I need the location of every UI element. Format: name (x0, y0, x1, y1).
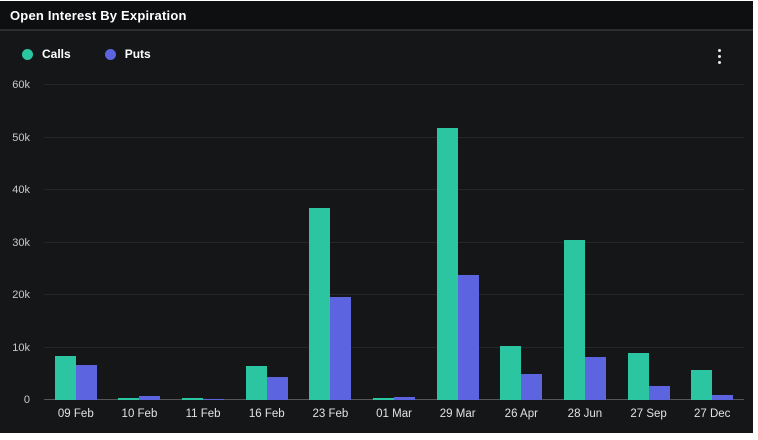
calls-bar[interactable] (373, 397, 395, 400)
x-tick-label: 27 Sep (630, 408, 667, 420)
gridline (44, 294, 744, 295)
x-tick-label: 23 Feb (312, 408, 349, 420)
x-tick-label: 09 Feb (57, 408, 94, 420)
plot-area (44, 84, 744, 400)
puts-bar[interactable] (584, 356, 606, 400)
x-tick-label: 11 Feb (185, 408, 221, 420)
bar-group (44, 85, 108, 400)
x-tick-label: 10 Feb (121, 408, 158, 420)
puts-bar[interactable] (712, 395, 734, 400)
calls-bar[interactable] (245, 365, 267, 400)
calls-bar[interactable] (500, 345, 522, 400)
gridline (44, 84, 744, 85)
calls-bar[interactable] (118, 397, 140, 400)
x-axis: 09 Feb 10 Feb 11 Feb 16 Feb 23 Feb 01 Mar 29 M… (44, 408, 744, 420)
puts-series-dot-icon (104, 48, 116, 60)
bar-group (680, 85, 744, 400)
calls-bar[interactable] (691, 369, 713, 400)
puts-bar[interactable] (648, 385, 670, 400)
bar-group (362, 85, 426, 400)
legend-label-calls: Calls (42, 47, 71, 61)
y-tick-label: 10k (12, 341, 30, 354)
gridline (44, 241, 744, 243)
y-tick-label: 30k (12, 236, 30, 249)
widget-titlebar: Open Interest By Expiration (0, 1, 753, 31)
page-title: Open Interest By Expiration (10, 7, 187, 23)
x-tick-label: 27 Dec (694, 408, 731, 420)
open-interest-widget: Open Interest By Expiration Calls Puts 0… (0, 1, 753, 433)
chart-legend: Calls Puts (22, 47, 151, 61)
bar-group (171, 85, 235, 400)
puts-bar[interactable] (330, 296, 352, 400)
y-tick-label: 20k (12, 289, 30, 301)
calls-bar[interactable] (54, 356, 76, 400)
legend-label-puts: Puts (124, 47, 151, 61)
bar-group (617, 85, 681, 400)
bar-group (426, 85, 490, 400)
puts-bar[interactable] (394, 397, 416, 400)
x-tick-label: 16 Feb (248, 408, 285, 420)
calls-bar[interactable] (182, 398, 204, 400)
puts-bar[interactable] (457, 275, 479, 400)
bar-group (299, 85, 363, 400)
y-tick-label: 0 (23, 394, 30, 406)
y-tick-label: 60k (12, 79, 30, 91)
gridline (44, 346, 744, 348)
gridline (44, 136, 744, 138)
y-tick-label: 40k (12, 184, 30, 196)
calls-series-dot-icon (22, 48, 33, 60)
calls-bar[interactable] (627, 352, 649, 400)
puts-bar[interactable] (266, 377, 288, 400)
legend-item-puts[interactable]: Puts (104, 47, 151, 61)
bar-groups (44, 85, 744, 400)
calls-bar[interactable] (436, 128, 458, 400)
kebab-menu-icon[interactable] (708, 43, 730, 69)
puts-bar[interactable] (521, 373, 543, 400)
puts-bar[interactable] (203, 399, 225, 400)
puts-bar[interactable] (75, 364, 97, 400)
bar-group (108, 85, 172, 400)
bar-group (235, 85, 299, 400)
x-tick-label: 29 Mar (439, 408, 476, 420)
calls-bar[interactable] (309, 208, 331, 400)
legend-item-calls[interactable]: Calls (22, 47, 71, 61)
puts-bar[interactable] (139, 396, 161, 400)
calls-bar[interactable] (563, 239, 585, 400)
gridline (44, 189, 744, 190)
x-tick-label: 26 Apr (504, 408, 538, 420)
y-tick-label: 50k (12, 131, 30, 144)
chart-panel: Calls Puts 0 10k 20k 30k 40k 50k 60k 09 Feb 10 … (0, 33, 753, 433)
x-tick-label: 01 Mar (376, 408, 412, 420)
y-axis: 0 10k 20k 30k 40k 50k 60k (0, 79, 36, 406)
bar-group (553, 85, 617, 400)
bar-group (489, 85, 553, 400)
x-tick-label: 28 Jun (567, 408, 603, 420)
